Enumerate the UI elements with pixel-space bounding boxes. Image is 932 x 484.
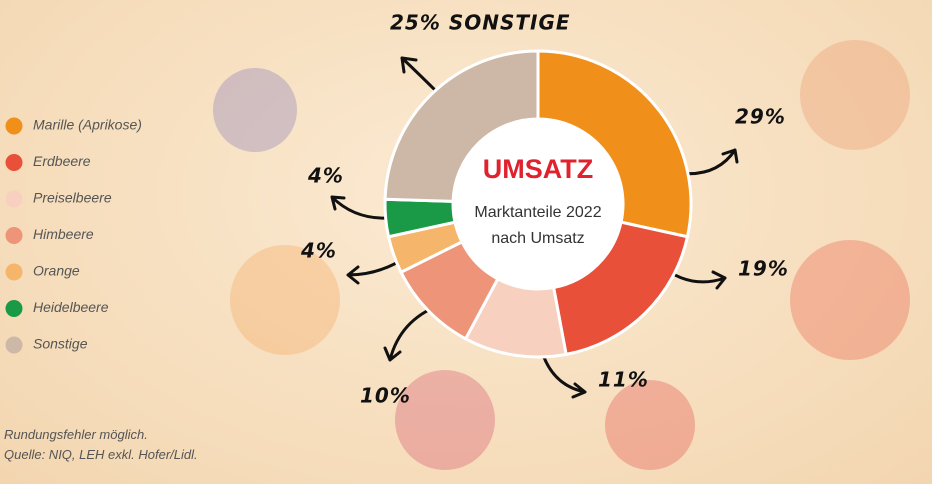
- legend-label: Erdbeere: [33, 153, 91, 169]
- value-label: 4%: [300, 239, 337, 263]
- legend-swatch: [6, 191, 23, 208]
- value-label: 10%: [360, 384, 411, 408]
- value-label: 4%: [307, 164, 344, 188]
- legend-label: Heidelbeere: [33, 299, 109, 315]
- legend-label: Orange: [33, 263, 80, 279]
- center-subtitle: Marktanteile 2022: [474, 204, 601, 221]
- legend-swatch: [6, 264, 23, 281]
- center-title: UMSATZ: [483, 154, 593, 184]
- value-label: 19%: [738, 257, 789, 281]
- value-label: 29%: [735, 105, 786, 129]
- legend-swatch: [6, 227, 23, 244]
- note: Quelle: NIQ, LEH exkl. Hofer/Lidl.: [4, 447, 198, 462]
- legend-swatch: [6, 118, 23, 135]
- legend-label: Himbeere: [33, 226, 94, 242]
- legend-swatch: [6, 337, 23, 354]
- note: Rundungsfehler möglich.: [4, 427, 148, 442]
- legend-swatch: [6, 300, 23, 317]
- legend-label: Preiselbeere: [33, 190, 112, 206]
- center-subtitle: nach Umsatz: [491, 230, 584, 247]
- value-label: 25% SONSTIGE: [390, 11, 571, 35]
- legend-label: Sonstige: [33, 336, 88, 352]
- value-label: 11%: [598, 368, 649, 392]
- legend-swatch: [6, 154, 23, 171]
- chart: UMSATZ Marktanteile 2022 nach Umsatz Run…: [0, 0, 932, 484]
- legend-label: Marille (Aprikose): [33, 117, 142, 133]
